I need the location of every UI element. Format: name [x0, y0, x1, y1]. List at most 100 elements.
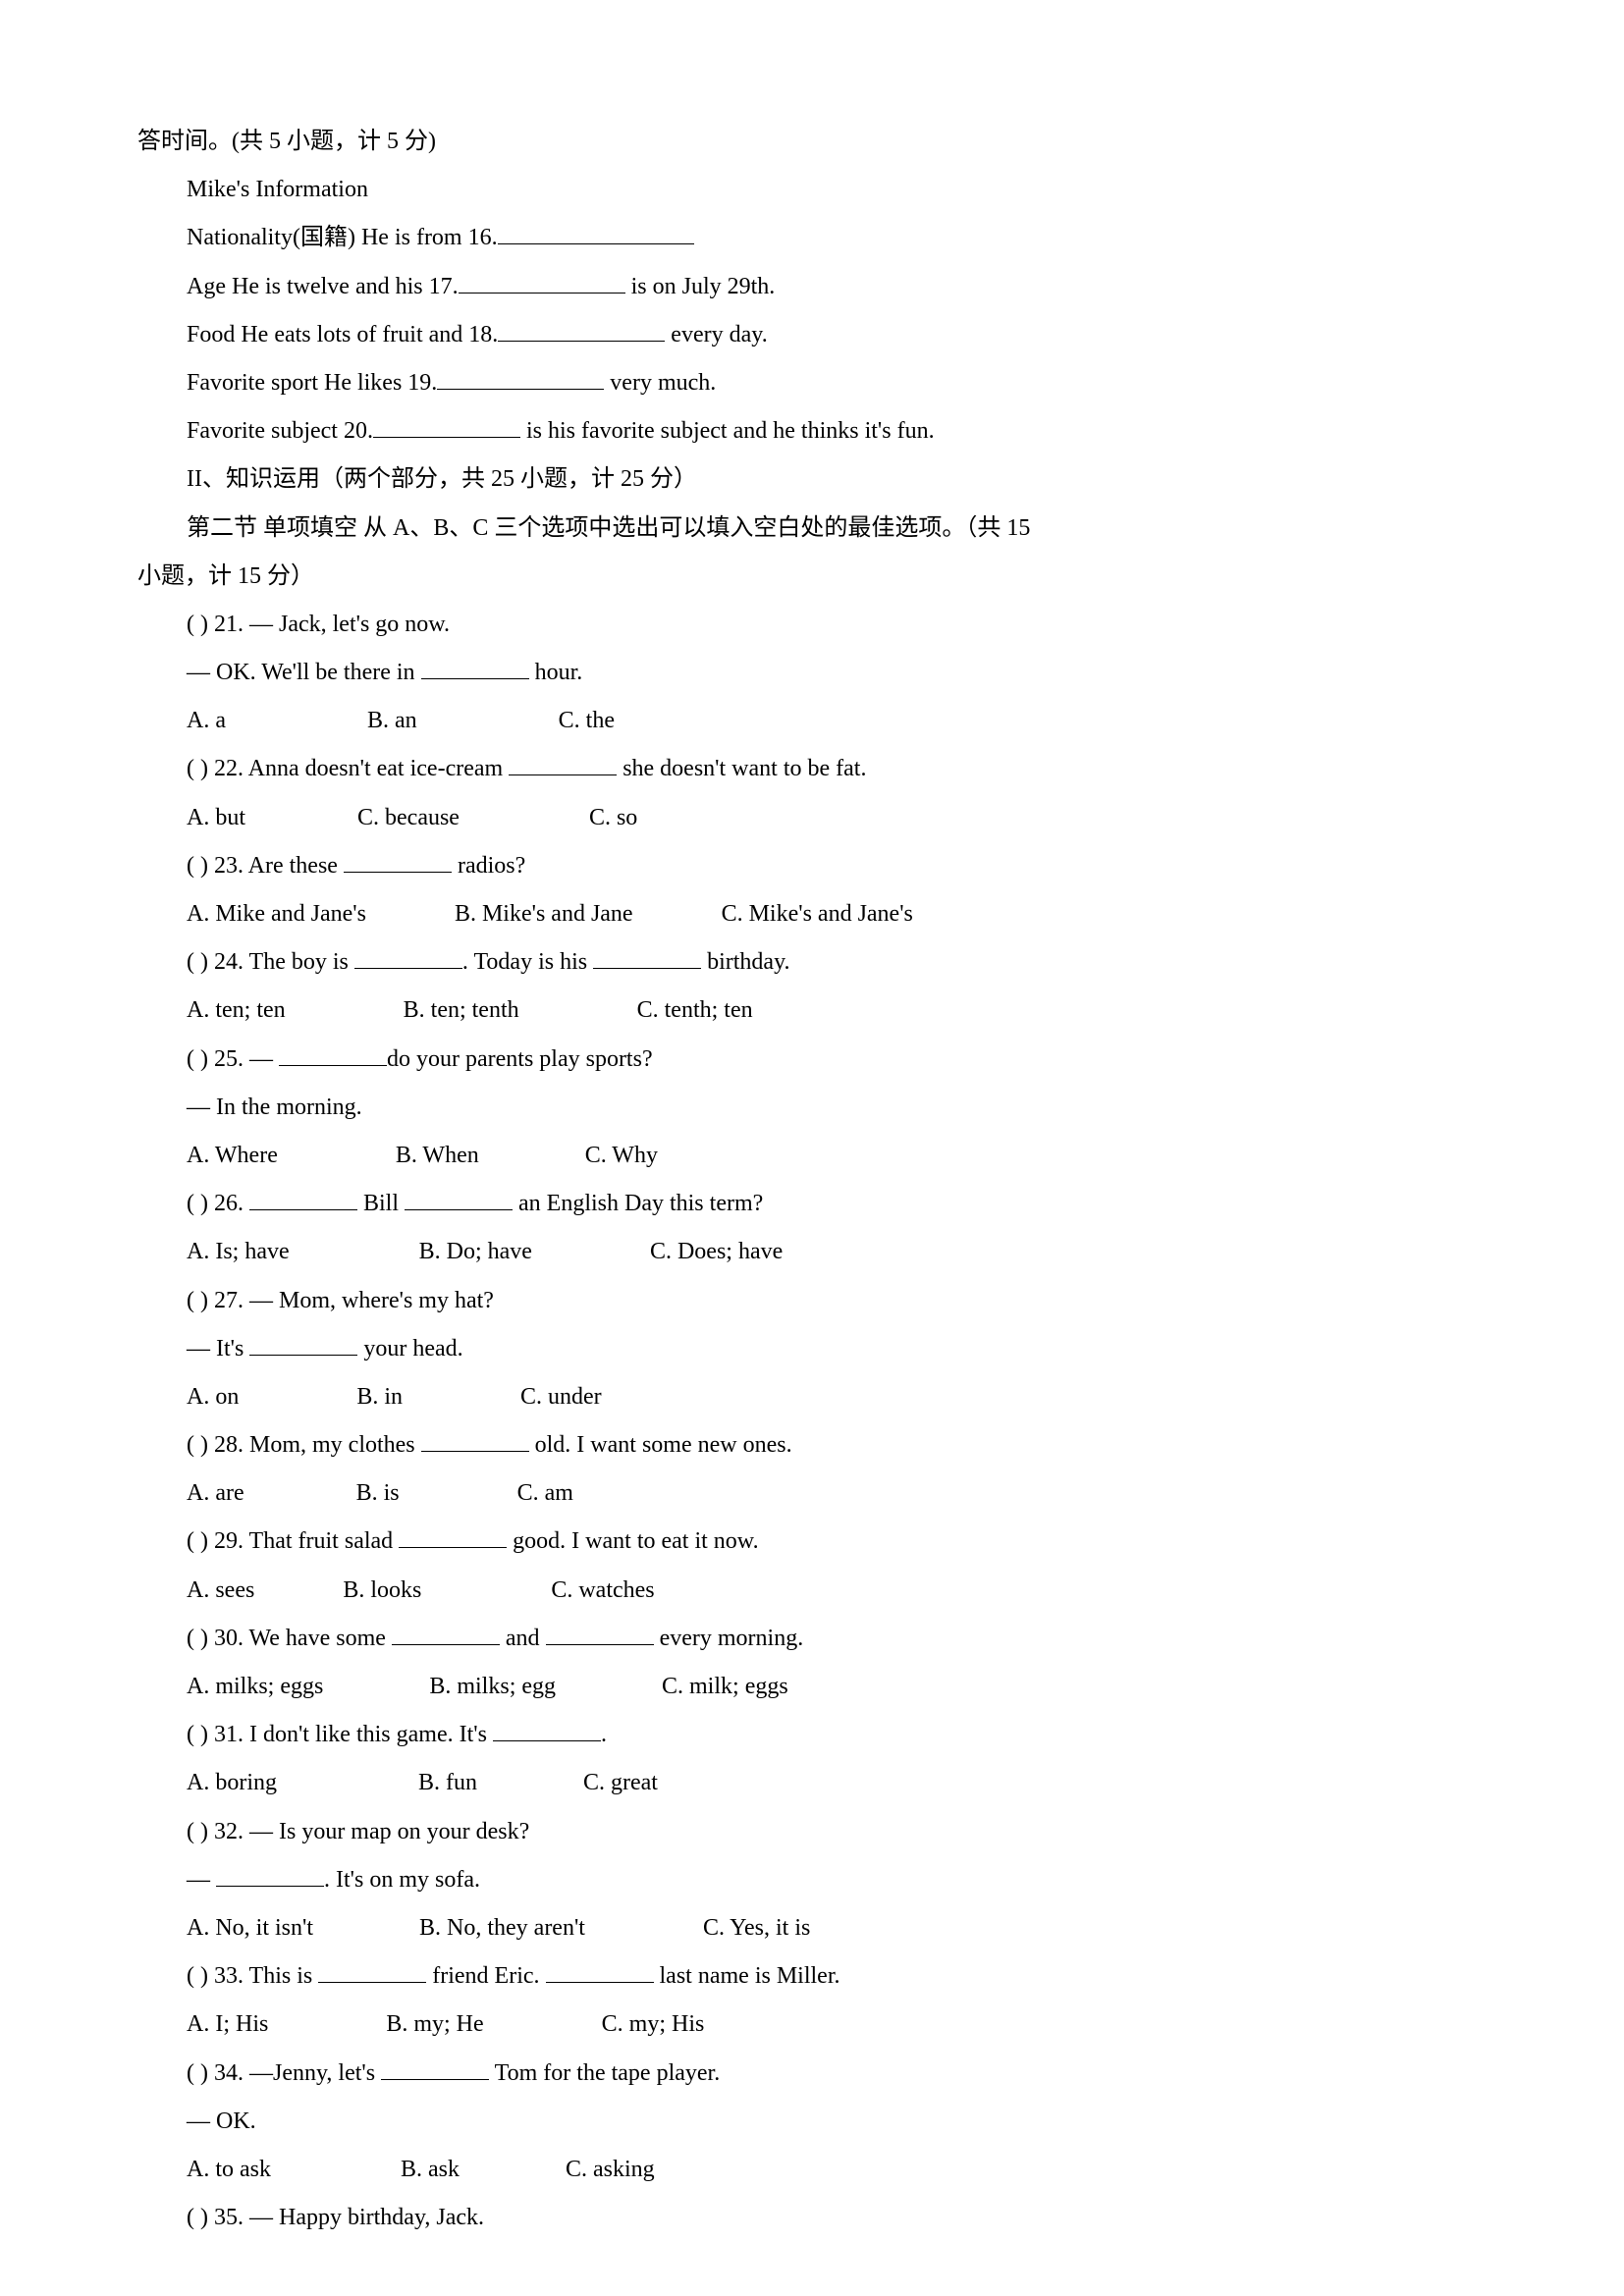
q32-stem: ( ) 32. — Is your map on your desk?: [137, 1808, 1487, 1856]
blank-q22[interactable]: [509, 750, 617, 775]
blank-q23[interactable]: [344, 846, 452, 872]
text: Bill: [357, 1191, 405, 1216]
text: is his favorite subject and he thinks it…: [520, 418, 935, 444]
q23-opts: A. Mike and Jane's B. Mike's and Jane C.…: [137, 890, 1487, 938]
info-16: Nationality(国籍) He is from 16.: [137, 214, 1487, 262]
text: an English Day this term?: [513, 1191, 763, 1216]
blank-q24b[interactable]: [593, 943, 701, 969]
blank-q26b[interactable]: [405, 1185, 513, 1210]
text: ( ) 22. Anna doesn't eat ice-cream: [187, 756, 509, 781]
q30-stem: ( ) 30. We have some and every morning.: [137, 1615, 1487, 1663]
q21-line2: — OK. We'll be there in hour.: [137, 649, 1487, 697]
text: ( ) 31. I don't like this game. It's: [187, 1722, 493, 1747]
text: .: [601, 1722, 607, 1747]
text: is on July 29th.: [625, 274, 776, 299]
text: old. I want some new ones.: [529, 1432, 792, 1458]
text: very much.: [604, 370, 716, 396]
q35-stem: ( ) 35. — Happy birthday, Jack.: [137, 2194, 1487, 2242]
q22-stem: ( ) 22. Anna doesn't eat ice-cream she d…: [137, 745, 1487, 793]
blank-q34[interactable]: [381, 2054, 489, 2079]
q28-stem: ( ) 28. Mom, my clothes old. I want some…: [137, 1421, 1487, 1469]
q34-ans: — OK.: [137, 2098, 1487, 2146]
q25-stem: ( ) 25. — do your parents play sports?: [137, 1036, 1487, 1084]
q27-stem: ( ) 27. — Mom, where's my hat?: [137, 1277, 1487, 1325]
blank-q28[interactable]: [421, 1426, 529, 1452]
q33-stem: ( ) 33. This is friend Eric. last name i…: [137, 1952, 1487, 2001]
blank-q24a[interactable]: [354, 943, 462, 969]
blank-q21[interactable]: [421, 654, 529, 679]
q22-opts: A. but C. because C. so: [137, 794, 1487, 842]
text: ( ) 30. We have some: [187, 1626, 392, 1651]
q24-opts: A. ten; ten B. ten; tenth C. tenth; ten: [137, 987, 1487, 1035]
text: and: [500, 1626, 546, 1651]
q32-opts: A. No, it isn't B. No, they aren't C. Ye…: [137, 1904, 1487, 1952]
q27-line2: — It's your head.: [137, 1325, 1487, 1373]
q30-opts: A. milks; eggs B. milks; egg C. milk; eg…: [137, 1663, 1487, 1711]
blank-18[interactable]: [498, 315, 665, 341]
q26-stem: ( ) 26. Bill an English Day this term?: [137, 1180, 1487, 1228]
q23-stem: ( ) 23. Are these radios?: [137, 842, 1487, 890]
text: she doesn't want to be fat.: [617, 756, 866, 781]
text: . Today is his: [462, 949, 593, 975]
info-20: Favorite subject 20. is his favorite sub…: [137, 407, 1487, 455]
blank-16[interactable]: [498, 219, 694, 244]
blank-q27[interactable]: [249, 1329, 357, 1355]
blank-17[interactable]: [459, 267, 625, 293]
q25-opts: A. Where B. When C. Why: [137, 1132, 1487, 1180]
text: — It's: [187, 1336, 249, 1362]
text: Food He eats lots of fruit and 18.: [187, 322, 498, 347]
q34-opts: A. to ask B. ask C. asking: [137, 2146, 1487, 2194]
blank-q25[interactable]: [279, 1040, 387, 1065]
q21-opts: A. a B. an C. the: [137, 697, 1487, 745]
q21-stem: ( ) 21. — Jack, let's go now.: [137, 601, 1487, 649]
section-sub2: 小题，计 15 分）: [137, 553, 1487, 601]
q29-stem: ( ) 29. That fruit salad good. I want to…: [137, 1518, 1487, 1566]
text: hour.: [529, 660, 583, 685]
blank-q33b[interactable]: [546, 1957, 654, 1983]
blank-19[interactable]: [437, 364, 604, 390]
blank-q26a[interactable]: [249, 1185, 357, 1210]
blank-q30a[interactable]: [392, 1619, 500, 1644]
q31-stem: ( ) 31. I don't like this game. It's .: [137, 1711, 1487, 1759]
text: last name is Miller.: [654, 1963, 840, 1989]
blank-q30b[interactable]: [546, 1619, 654, 1644]
text: ( ) 33. This is: [187, 1963, 318, 1989]
text: friend Eric.: [426, 1963, 545, 1989]
text: Nationality(国籍) He is from 16.: [187, 225, 498, 250]
q33-opts: A. I; His B. my; He C. my; His: [137, 2001, 1487, 2049]
info-19: Favorite sport He likes 19. very much.: [137, 359, 1487, 407]
text: do your parents play sports?: [387, 1046, 653, 1072]
q28-opts: A. are B. is C. am: [137, 1469, 1487, 1518]
text: every day.: [665, 322, 767, 347]
text: ( ) 24. The boy is: [187, 949, 354, 975]
text: ( ) 23. Are these: [187, 853, 344, 879]
info-title: Mike's Information: [137, 166, 1487, 214]
q25-ans: — In the morning.: [137, 1084, 1487, 1132]
q27-opts: A. on B. in C. under: [137, 1373, 1487, 1421]
text: good. I want to eat it now.: [507, 1528, 758, 1554]
q26-opts: A. Is; have B. Do; have C. Does; have: [137, 1228, 1487, 1276]
text: Favorite sport He likes 19.: [187, 370, 437, 396]
q29-opts: A. sees B. looks C. watches: [137, 1567, 1487, 1615]
q32-line2: — . It's on my sofa.: [137, 1856, 1487, 1904]
header-line: 答时间。(共 5 小题，计 5 分): [137, 118, 1487, 166]
text: your head.: [357, 1336, 462, 1362]
blank-q31[interactable]: [493, 1716, 601, 1741]
q31-opts: A. boring B. fun C. great: [137, 1759, 1487, 1807]
text: Age He is twelve and his 17.: [187, 274, 459, 299]
text: —: [187, 1867, 216, 1893]
text: ( ) 34. —Jenny, let's: [187, 2060, 381, 2086]
blank-q29[interactable]: [399, 1522, 507, 1548]
text: ( ) 29. That fruit salad: [187, 1528, 399, 1554]
blank-q33a[interactable]: [318, 1957, 426, 1983]
text: ( ) 25. —: [187, 1046, 279, 1072]
blank-q32[interactable]: [216, 1860, 324, 1886]
section-sub: 第二节 单项填空 从 A、B、C 三个选项中选出可以填入空白处的最佳选项。（共 …: [137, 505, 1487, 553]
text: — OK. We'll be there in: [187, 660, 421, 685]
info-17: Age He is twelve and his 17. is on July …: [137, 263, 1487, 311]
text: every morning.: [654, 1626, 804, 1651]
text: radios?: [452, 853, 525, 879]
text: ( ) 28. Mom, my clothes: [187, 1432, 421, 1458]
text: Favorite subject 20.: [187, 418, 373, 444]
blank-20[interactable]: [373, 412, 520, 438]
